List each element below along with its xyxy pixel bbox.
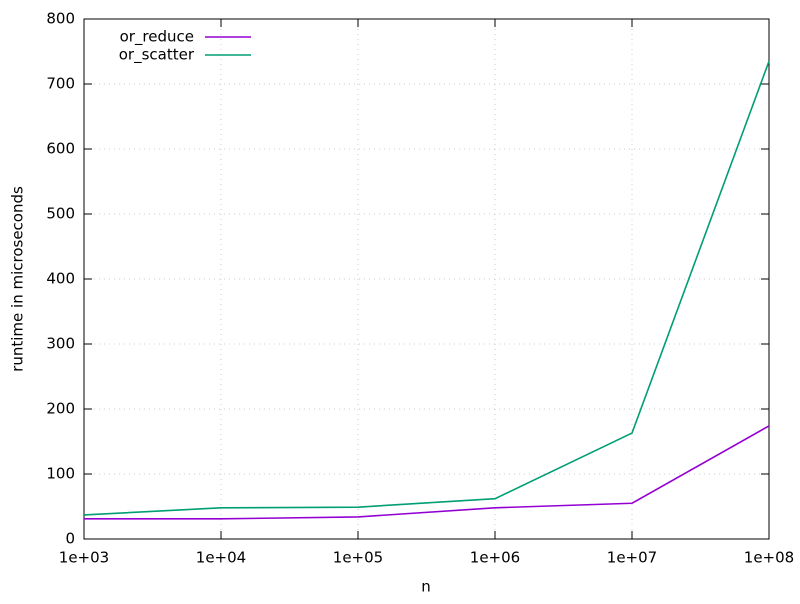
x-tick-label: 1e+05 bbox=[333, 549, 383, 567]
y-axis-label: runtime in microseconds bbox=[9, 186, 27, 372]
x-tick-label: 1e+03 bbox=[59, 549, 109, 567]
y-tick-label: 500 bbox=[46, 205, 75, 223]
line-series bbox=[84, 425, 770, 520]
x-tick-label: 1e+07 bbox=[607, 549, 657, 567]
y-tick-label: 100 bbox=[46, 465, 75, 483]
legend-label: or_reduce bbox=[120, 28, 194, 47]
y-tick-label: 800 bbox=[46, 10, 75, 28]
line-series bbox=[83, 60, 770, 516]
y-tick-label: 700 bbox=[46, 75, 75, 93]
y-tick-label: 300 bbox=[46, 335, 75, 353]
x-tick-label: 1e+06 bbox=[470, 549, 520, 567]
y-tick-label: 200 bbox=[46, 400, 75, 418]
legend-label: or_scatter bbox=[119, 46, 195, 65]
plot-frame bbox=[83, 18, 770, 540]
x-tick-label: 1e+08 bbox=[744, 549, 794, 567]
y-tick-label: 600 bbox=[46, 140, 75, 158]
x-tick-label: 1e+04 bbox=[196, 549, 246, 567]
y-tick-label: 400 bbox=[46, 270, 75, 288]
x-axis-label: n bbox=[421, 578, 431, 596]
y-tick-label: 0 bbox=[65, 530, 75, 548]
